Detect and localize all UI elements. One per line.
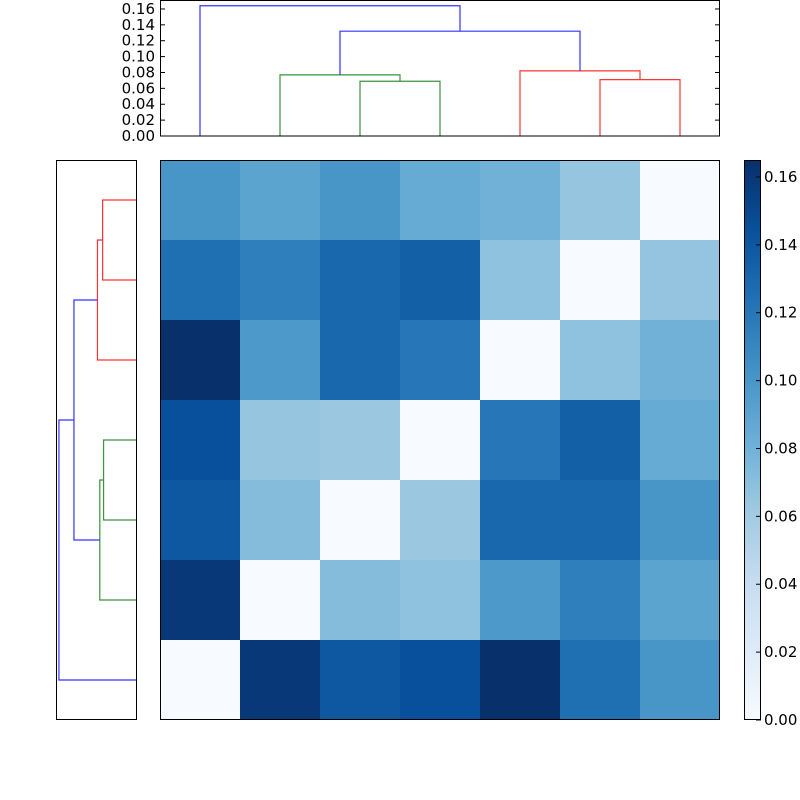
heatmap-cell xyxy=(320,640,400,720)
heatmap-cell xyxy=(160,640,240,720)
left-dendrogram-frame xyxy=(56,160,137,720)
heatmap-cell xyxy=(640,240,720,320)
heatmap-cell xyxy=(240,640,320,720)
y-tick-label: 0.10 xyxy=(122,48,155,66)
heatmap xyxy=(160,160,720,720)
colorbar-tick-label: 0.00 xyxy=(764,711,797,729)
heatmap-cell xyxy=(160,480,240,560)
heatmap-cell xyxy=(160,240,240,320)
heatmap-cell xyxy=(160,320,240,400)
colorbar-gradient xyxy=(744,160,761,720)
y-tick-label: 0.02 xyxy=(122,111,155,129)
heatmap-cell xyxy=(560,240,640,320)
heatmap-cell xyxy=(400,240,480,320)
heatmap-cell xyxy=(400,320,480,400)
heatmap-cell xyxy=(480,320,560,400)
top-dendrogram-links xyxy=(199,5,681,136)
left-dendrogram-link xyxy=(58,419,136,681)
left-dendrogram-link xyxy=(99,479,136,601)
heatmap-cell xyxy=(320,240,400,320)
heatmap-cell xyxy=(560,560,640,640)
heatmap-frame xyxy=(160,160,720,720)
heatmap-cell xyxy=(560,400,640,480)
y-tick-label: 0.14 xyxy=(122,16,155,34)
heatmap-cell xyxy=(560,160,640,240)
heatmap-cell xyxy=(480,160,560,240)
top-dendrogram-link xyxy=(519,70,641,136)
left-dendrogram-link xyxy=(73,299,100,541)
heatmap-cell xyxy=(240,320,320,400)
heatmap-cell xyxy=(640,640,720,720)
left-dendrogram-link xyxy=(96,239,136,361)
y-tick-label: 0.06 xyxy=(122,79,155,97)
heatmap-cell xyxy=(240,480,320,560)
heatmap-cell xyxy=(480,240,560,320)
heatmap-cell xyxy=(320,320,400,400)
colorbar: 0.00 0.02 0.04 0.06 0.08 0.10 0.12 0.14 0.16 xyxy=(744,160,797,729)
y-tick-label: 0.04 xyxy=(122,95,155,113)
left-dendrogram-links xyxy=(58,199,136,681)
heatmap-cell xyxy=(240,400,320,480)
heatmap-cell xyxy=(160,160,240,240)
heatmap-cell xyxy=(480,480,560,560)
heatmap-cell xyxy=(240,160,320,240)
top-dendrogram: 0.000.020.040.060.080.100.120.140.16 xyxy=(122,0,720,145)
heatmap-cell xyxy=(560,640,640,720)
y-tick-label: 0.08 xyxy=(122,63,155,81)
top-dendrogram-link xyxy=(359,80,441,136)
heatmap-cell xyxy=(240,560,320,640)
colorbar-tick-label: 0.10 xyxy=(764,372,797,390)
top-dendrogram-link xyxy=(199,5,461,136)
top-dendrogram-y-axis: 0.000.020.040.060.080.100.120.140.16 xyxy=(122,0,720,145)
heatmap-cell xyxy=(640,480,720,560)
heatmap-cell xyxy=(320,560,400,640)
colorbar-tick-label: 0.08 xyxy=(764,439,797,457)
left-dendrogram-link xyxy=(102,199,136,281)
heatmap-cell xyxy=(160,560,240,640)
top-dendrogram-link xyxy=(599,79,681,136)
heatmap-cell xyxy=(400,400,480,480)
heatmap-cell xyxy=(400,480,480,560)
heatmap-cell xyxy=(400,160,480,240)
heatmap-cell xyxy=(640,320,720,400)
colorbar-tick-label: 0.12 xyxy=(764,304,797,322)
heatmap-cell xyxy=(240,240,320,320)
colorbar-tick-label: 0.14 xyxy=(764,236,797,254)
heatmap-cell xyxy=(400,640,480,720)
heatmap-cells xyxy=(160,160,720,720)
colorbar-ticks: 0.00 0.02 0.04 0.06 0.08 0.10 0.12 0.14 0.16 xyxy=(756,168,797,729)
left-dendrogram-link xyxy=(102,439,136,521)
heatmap-cell xyxy=(160,400,240,480)
y-tick-label: 0.00 xyxy=(122,127,155,145)
colorbar-tick-label: 0.06 xyxy=(764,507,797,525)
top-dendrogram-link xyxy=(339,30,581,75)
top-dendrogram-frame xyxy=(160,0,720,137)
heatmap-cell xyxy=(320,400,400,480)
heatmap-cell xyxy=(560,480,640,560)
heatmap-cell xyxy=(640,160,720,240)
heatmap-cell xyxy=(320,160,400,240)
heatmap-cell xyxy=(480,640,560,720)
colorbar-tick-label: 0.16 xyxy=(764,168,797,186)
heatmap-cell xyxy=(480,560,560,640)
left-dendrogram xyxy=(56,160,137,720)
heatmap-cell xyxy=(640,560,720,640)
heatmap-cell xyxy=(400,560,480,640)
heatmap-cell xyxy=(480,400,560,480)
heatmap-cell xyxy=(320,480,400,560)
colorbar-tick-label: 0.04 xyxy=(764,575,797,593)
top-dendrogram-link xyxy=(279,74,401,136)
y-tick-label: 0.16 xyxy=(122,0,155,18)
heatmap-cell xyxy=(640,400,720,480)
heatmap-cell xyxy=(560,320,640,400)
colorbar-tick-label: 0.02 xyxy=(764,643,797,661)
y-tick-label: 0.12 xyxy=(122,32,155,50)
